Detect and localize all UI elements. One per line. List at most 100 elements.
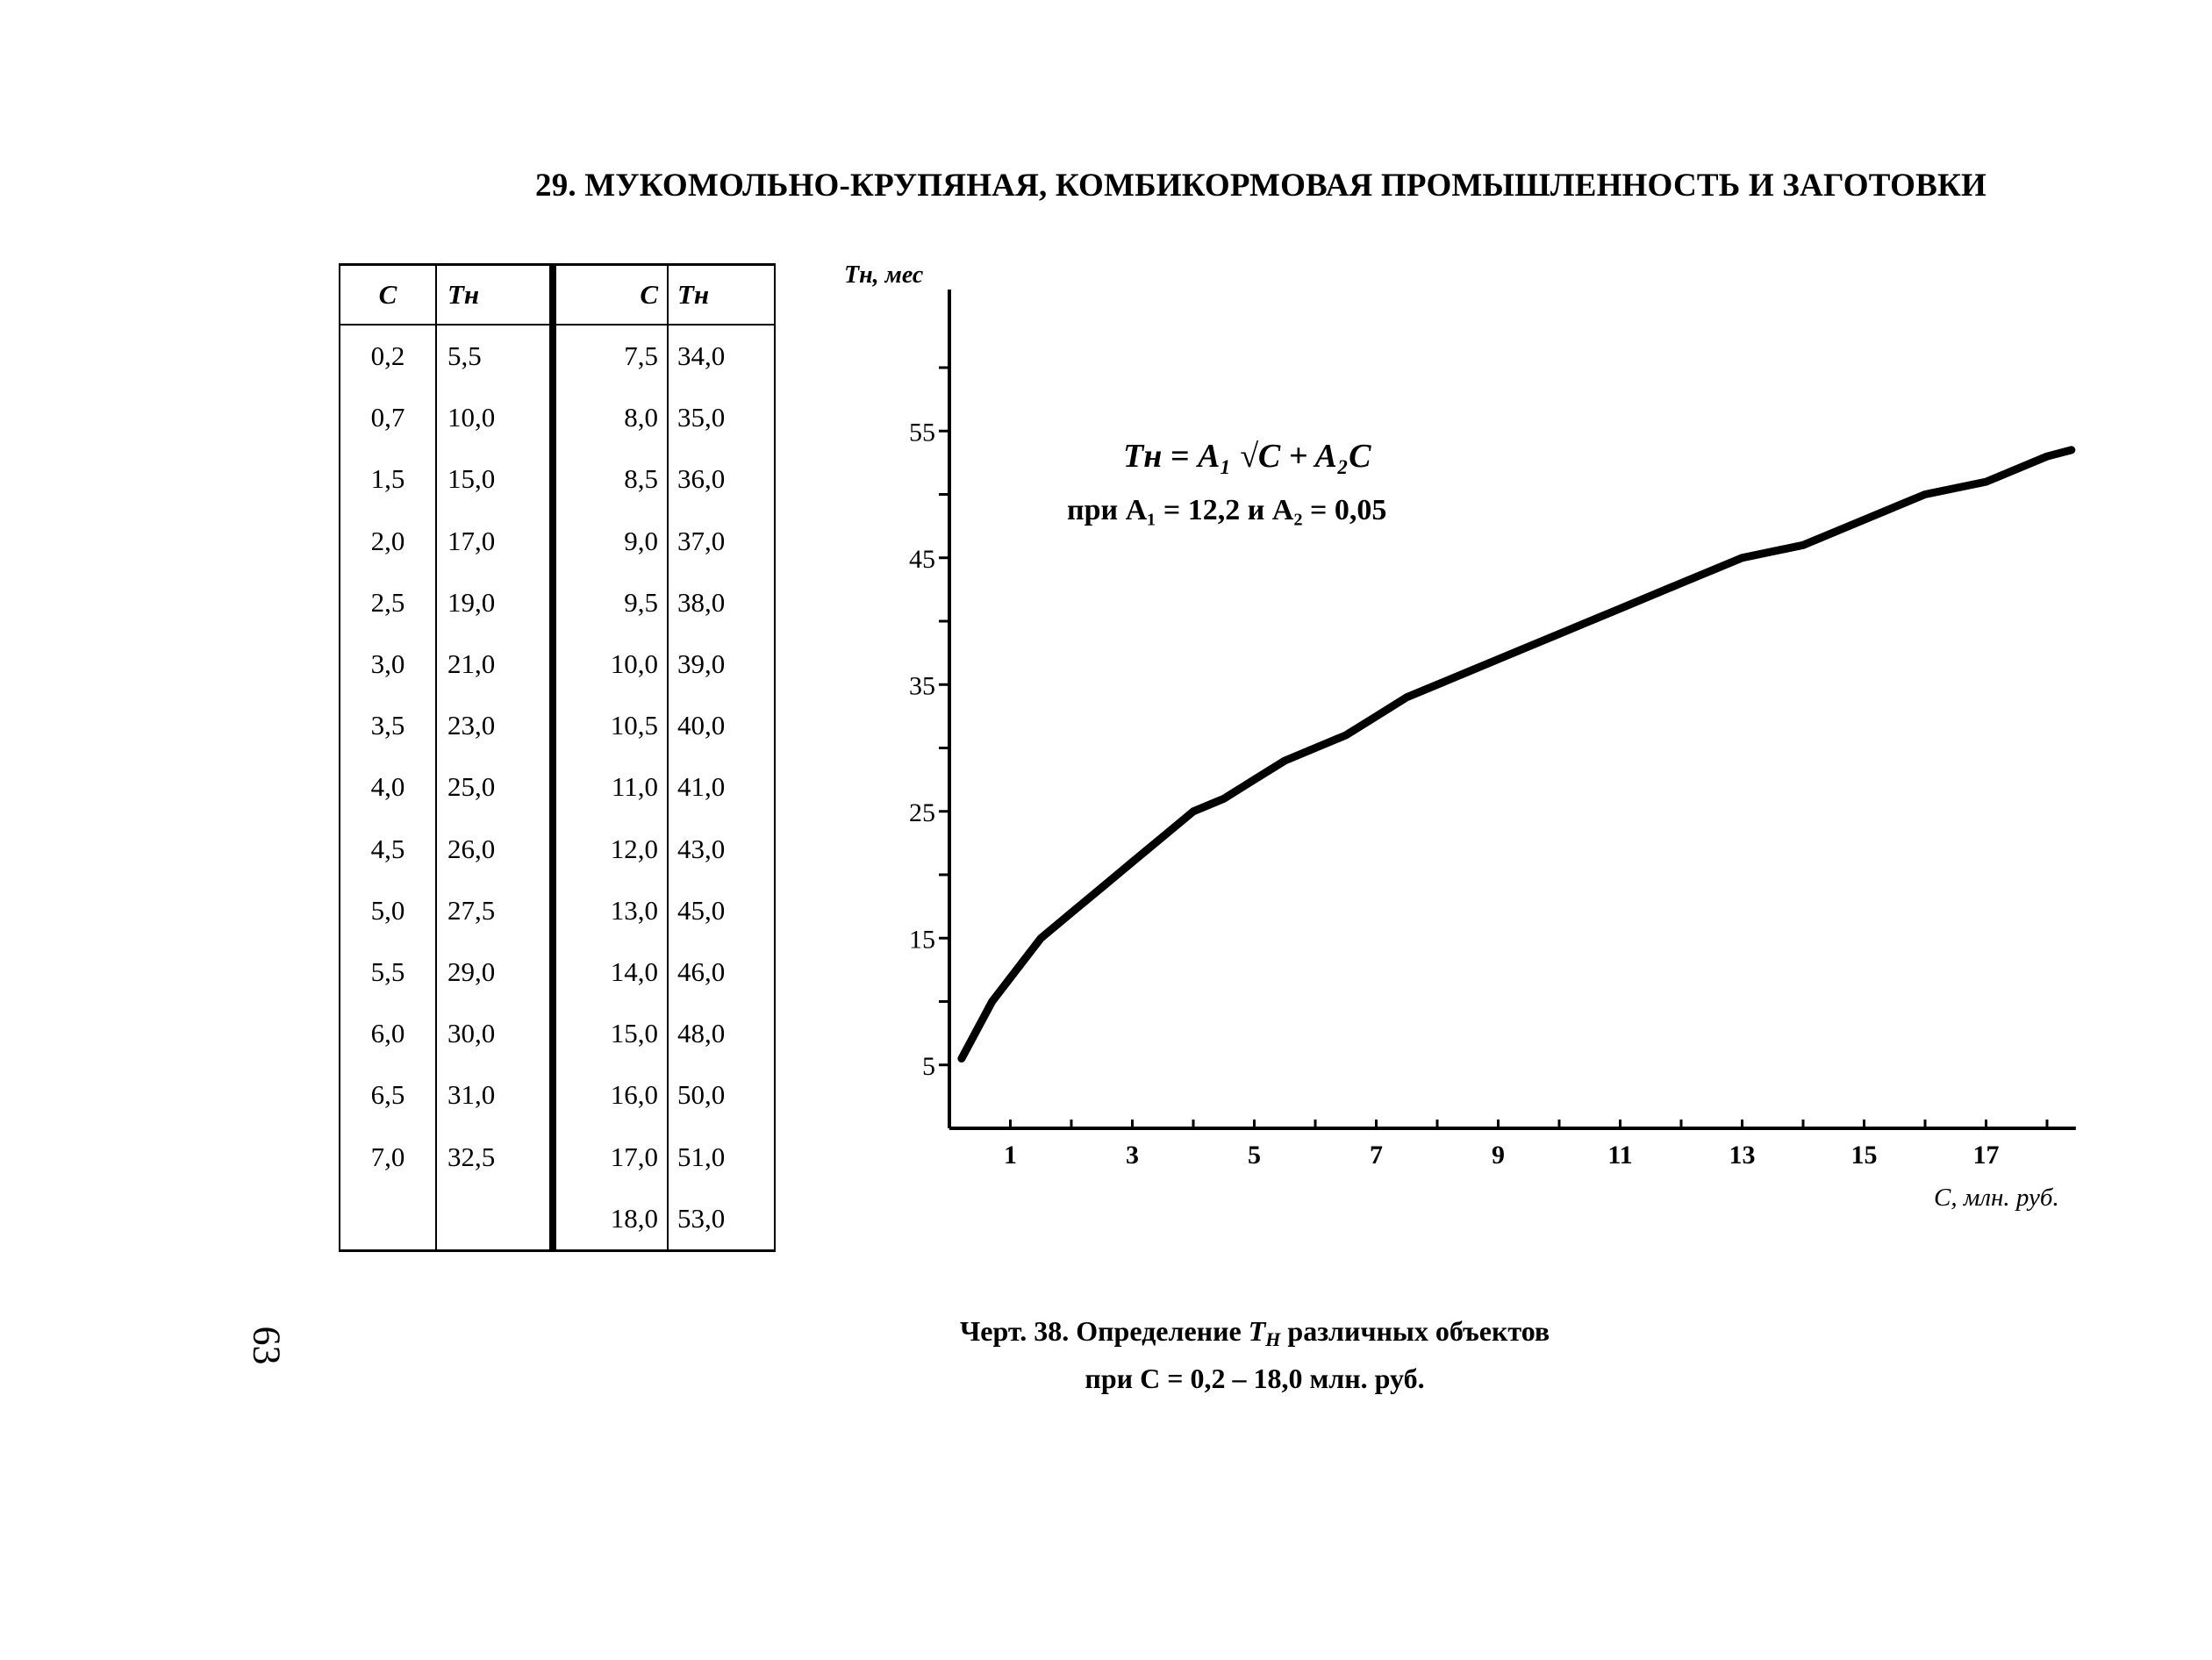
cell-c-left: 4,5 bbox=[339, 818, 437, 880]
series-line bbox=[957, 446, 2076, 1063]
cell-c-right: 10,5 bbox=[549, 695, 669, 757]
cell-t-left: 10,0 bbox=[435, 387, 554, 449]
page-heading: 29. МУКОМОЛЬНО-КРУПЯНАЯ, КОМБИКОРМОВАЯ П… bbox=[535, 168, 1987, 204]
cell-c-left: 7,0 bbox=[339, 1126, 437, 1188]
y-tick-label: 5 bbox=[922, 1052, 935, 1081]
table-row: 3,5 23,0 10,5 40,0 bbox=[339, 695, 776, 757]
caption-symbol: TН bbox=[1248, 1315, 1281, 1350]
cell-c-left: 6,0 bbox=[339, 1003, 437, 1065]
y-tick-label: 45 bbox=[909, 545, 935, 574]
cell-c-left: 2,5 bbox=[339, 571, 437, 633]
cell-t-left: 29,0 bbox=[435, 941, 554, 1004]
cell-c-left: 3,5 bbox=[339, 695, 437, 757]
cell-c-left: 4,0 bbox=[339, 756, 437, 819]
header-t-right: Тн bbox=[667, 263, 776, 326]
x-tick-label: 15 bbox=[1851, 1141, 1878, 1170]
y-tick-label: 35 bbox=[909, 671, 935, 700]
cell-t-left: 17,0 bbox=[435, 510, 554, 572]
table-row: 2,5 19,0 9,5 38,0 bbox=[339, 571, 776, 633]
cell-c-right: 14,0 bbox=[549, 941, 669, 1004]
cell-t-right: 34,0 bbox=[667, 325, 776, 388]
cell-t-left: 32,5 bbox=[435, 1126, 554, 1188]
cell-c-left: 0,2 bbox=[339, 325, 437, 388]
cell-c-right: 9,5 bbox=[549, 571, 669, 633]
cell-c-right: 8,0 bbox=[549, 387, 669, 449]
table-row: 18,0 53,0 bbox=[339, 1187, 776, 1252]
page-number: 63 bbox=[245, 1326, 289, 1365]
x-tick-label: 13 bbox=[1729, 1141, 1756, 1170]
chart-axes bbox=[948, 290, 2076, 1130]
table-row: 4,0 25,0 11,0 41,0 bbox=[339, 756, 776, 819]
table-row: 3,0 21,0 10,0 39,0 bbox=[339, 633, 776, 696]
caption-line-1-prefix: Черт. 38. Определение bbox=[959, 1315, 1242, 1347]
cell-t-left: 26,0 bbox=[435, 818, 554, 880]
y-axis-label: Тн, мес bbox=[844, 261, 924, 289]
table-row: 0,2 5,5 7,5 34,0 bbox=[339, 325, 776, 388]
cell-t-left: 5,5 bbox=[435, 325, 554, 388]
table-row: 2,0 17,0 9,0 37,0 bbox=[339, 510, 776, 572]
x-tick-label: 17 bbox=[1973, 1141, 2000, 1170]
caption-line-2: при C = 0,2 – 18,0 млн. руб. bbox=[1085, 1363, 1425, 1394]
formula-line-1: Тн = A₁ √C + A₂C bbox=[1123, 438, 1371, 475]
table-row: 4,5 26,0 12,0 43,0 bbox=[339, 818, 776, 880]
cell-c-right: 10,0 bbox=[549, 633, 669, 696]
cell-c-left: 6,5 bbox=[339, 1064, 437, 1127]
cell-t-right: 48,0 bbox=[667, 1003, 776, 1065]
formula-line-2: при A₁ = 12,2 и A₂ = 0,05 bbox=[1067, 494, 1386, 526]
table-row: 5,0 27,5 13,0 45,0 bbox=[339, 879, 776, 941]
cell-t-left: 30,0 bbox=[435, 1003, 554, 1065]
cell-t-right: 38,0 bbox=[667, 571, 776, 633]
cell-c-right: 17,0 bbox=[549, 1126, 669, 1188]
cell-t-right: 37,0 bbox=[667, 510, 776, 572]
header-t-left: Тн bbox=[435, 263, 554, 326]
cell-c-right: 15,0 bbox=[549, 1003, 669, 1065]
table-row: 1,5 15,0 8,5 36,0 bbox=[339, 448, 776, 511]
cell-t-left bbox=[435, 1187, 554, 1252]
cell-c-right: 9,0 bbox=[549, 510, 669, 572]
header-c-left: C bbox=[339, 263, 437, 326]
cell-t-right: 40,0 bbox=[667, 695, 776, 757]
cell-c-left: 5,5 bbox=[339, 941, 437, 1004]
cell-c-right: 16,0 bbox=[549, 1064, 669, 1127]
x-tick-label: 7 bbox=[1370, 1141, 1383, 1170]
figure-caption: Черт. 38. Определение TН различных объек… bbox=[790, 1312, 1720, 1398]
y-tick-label: 25 bbox=[909, 798, 935, 827]
cell-t-right: 50,0 bbox=[667, 1064, 776, 1127]
cell-t-left: 23,0 bbox=[435, 695, 554, 757]
cell-c-right: 13,0 bbox=[549, 879, 669, 941]
cell-c-right: 12,0 bbox=[549, 818, 669, 880]
table-row: 7,0 32,5 17,0 51,0 bbox=[339, 1126, 776, 1188]
cell-c-left: 0,7 bbox=[339, 387, 437, 449]
table-row: 5,5 29,0 14,0 46,0 bbox=[339, 941, 776, 1004]
cell-t-left: 27,5 bbox=[435, 879, 554, 941]
cell-t-left: 21,0 bbox=[435, 633, 554, 696]
cell-c-left: 5,0 bbox=[339, 879, 437, 941]
cell-t-left: 25,0 bbox=[435, 756, 554, 819]
cell-c-left bbox=[339, 1187, 437, 1252]
cell-c-right: 18,0 bbox=[549, 1187, 669, 1252]
x-axis-label: C, млн. руб. bbox=[1934, 1184, 2059, 1212]
cell-t-right: 39,0 bbox=[667, 633, 776, 696]
cell-t-right: 45,0 bbox=[667, 879, 776, 941]
x-tick-label: 5 bbox=[1248, 1141, 1261, 1170]
cell-t-right: 36,0 bbox=[667, 448, 776, 511]
x-tick-label: 11 bbox=[1607, 1141, 1632, 1170]
header-c-right: C bbox=[549, 263, 669, 326]
table-row: 6,5 31,0 16,0 50,0 bbox=[339, 1064, 776, 1127]
cell-c-left: 3,0 bbox=[339, 633, 437, 696]
x-tick-label: 3 bbox=[1126, 1141, 1139, 1170]
cell-c-right: 8,5 bbox=[549, 448, 669, 511]
cell-t-left: 19,0 bbox=[435, 571, 554, 633]
cell-t-right: 35,0 bbox=[667, 387, 776, 449]
x-tick-label: 1 bbox=[1004, 1141, 1017, 1170]
table-body: 0,2 5,5 7,5 34,0 0,7 10,0 8,0 35,0 1,5 15,0 8,5 36,… bbox=[339, 325, 776, 1252]
cell-c-left: 1,5 bbox=[339, 448, 437, 511]
cell-c-left: 2,0 bbox=[339, 510, 437, 572]
cell-t-left: 15,0 bbox=[435, 448, 554, 511]
table-row: 6,0 30,0 15,0 48,0 bbox=[339, 1003, 776, 1065]
cell-c-right: 11,0 bbox=[549, 756, 669, 819]
cell-t-right: 53,0 bbox=[667, 1187, 776, 1252]
y-tick-label: 55 bbox=[909, 418, 935, 447]
